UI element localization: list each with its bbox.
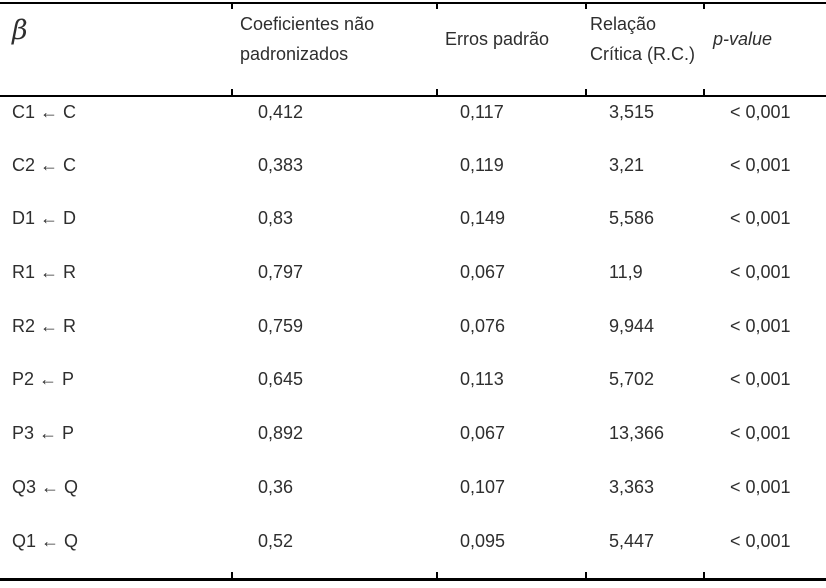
pvalue-cell: < 0,001 xyxy=(730,102,791,122)
se-cell: 0,107 xyxy=(460,476,506,497)
table-row: Q3 ← Q 0,36 0,107 3,363 < 0,001 xyxy=(0,472,826,526)
column-divider-tick xyxy=(231,572,233,578)
se-cell: 0,113 xyxy=(460,369,504,390)
column-divider-tick xyxy=(703,572,705,578)
table-row: C1 ← C 0,412 0,117 3,515 < 0,001 xyxy=(0,96,826,150)
header-erros-padrao-label: Erros padrão xyxy=(445,29,550,49)
cr-cell: 13,366 xyxy=(609,423,665,444)
coef-cell: 0,83 xyxy=(258,208,294,229)
pvalue-cell: < 0,001 xyxy=(730,423,791,444)
column-divider-tick xyxy=(585,3,587,9)
table-row: P3 ← P 0,892 0,067 13,366 < 0,001 xyxy=(0,418,826,472)
cr-cell: 3,515 xyxy=(609,102,655,122)
pvalue-cell: < 0,001 xyxy=(730,315,791,336)
cr-cell: 11,9 xyxy=(609,262,643,283)
path-cell: C2 ← C xyxy=(12,154,77,175)
table-row: D1 ← D 0,83 0,149 5,586 < 0,001 xyxy=(0,203,826,257)
table-row: R1 ← R 0,797 0,067 11,9 < 0,001 xyxy=(0,257,826,311)
table-header-row: β Coeficientes não padronizados Erros pa… xyxy=(0,3,826,97)
coef-cell: 0,892 xyxy=(258,423,304,444)
se-cell: 0,149 xyxy=(460,208,506,229)
path-cell: Q1 ← Q xyxy=(12,530,79,551)
column-divider-tick xyxy=(231,89,233,95)
pvalue-cell: < 0,001 xyxy=(730,208,791,229)
pvalue-cell: < 0,001 xyxy=(730,369,791,390)
coef-cell: 0,759 xyxy=(258,315,304,336)
coef-cell: 0,36 xyxy=(258,476,294,497)
cr-cell: 5,702 xyxy=(609,369,655,390)
column-divider-tick xyxy=(436,3,438,9)
column-divider-tick xyxy=(231,3,233,9)
se-cell: 0,067 xyxy=(460,262,506,283)
column-divider-tick xyxy=(703,3,705,9)
pvalue-cell: < 0,001 xyxy=(730,262,791,283)
header-erros-padrao: Erros padrão xyxy=(437,3,586,97)
cr-cell: 3,21 xyxy=(609,154,645,175)
path-cell: Q3 ← Q xyxy=(12,476,79,497)
header-coeficientes: Coeficientes não padronizados xyxy=(232,3,437,97)
path-cell: P2 ← P xyxy=(12,369,75,390)
table-row: R2 ← R 0,759 0,076 9,944 < 0,001 xyxy=(0,311,826,365)
coef-cell: 0,52 xyxy=(258,530,294,551)
column-divider-tick xyxy=(436,89,438,95)
header-relacao-critica-line1: Relação xyxy=(590,14,657,34)
header-relacao-critica-line2: Crítica (R.C.) xyxy=(590,44,695,64)
path-cell: R1 ← R xyxy=(12,262,77,283)
path-cell: C1 ← C xyxy=(12,102,77,122)
path-cell: P3 ← P xyxy=(12,423,75,444)
column-divider-tick xyxy=(585,572,587,578)
se-cell: 0,095 xyxy=(460,530,506,551)
beta-symbol: β xyxy=(12,15,28,46)
table-row: Q1 ← Q 0,52 0,095 5,447 < 0,001 xyxy=(0,526,826,580)
header-relacao-critica: Relação Crítica (R.C.) xyxy=(586,3,704,97)
header-coeficientes-line1: Coeficientes não xyxy=(240,14,375,34)
pvalue-cell: < 0,001 xyxy=(730,476,791,497)
table-row: C2 ← C 0,383 0,119 3,21 < 0,001 xyxy=(0,150,826,204)
se-cell: 0,076 xyxy=(460,315,506,336)
coef-cell: 0,797 xyxy=(258,262,304,283)
header-pvalue-label: p-value xyxy=(713,29,773,49)
header-beta: β xyxy=(0,3,232,97)
column-divider-tick xyxy=(585,89,587,95)
pvalue-cell: < 0,001 xyxy=(730,154,791,175)
header-pvalue: p-value xyxy=(704,3,826,97)
path-cell: D1 ← D xyxy=(12,208,77,229)
se-cell: 0,067 xyxy=(460,423,506,444)
pvalue-cell: < 0,001 xyxy=(730,530,791,551)
header-coeficientes-line2: padronizados xyxy=(240,44,349,64)
se-cell: 0,119 xyxy=(460,154,504,175)
cr-cell: 5,447 xyxy=(609,530,655,551)
column-divider-tick xyxy=(703,89,705,95)
path-cell: R2 ← R xyxy=(12,315,77,336)
coef-cell: 0,645 xyxy=(258,369,304,390)
cr-cell: 9,944 xyxy=(609,315,655,336)
table-row: P2 ← P 0,645 0,113 5,702 < 0,001 xyxy=(0,364,826,418)
cr-cell: 5,586 xyxy=(609,208,655,229)
cr-cell: 3,363 xyxy=(609,476,655,497)
coef-cell: 0,412 xyxy=(258,102,304,122)
coef-cell: 0,383 xyxy=(258,154,304,175)
column-divider-tick xyxy=(436,572,438,578)
se-cell: 0,117 xyxy=(460,102,504,122)
